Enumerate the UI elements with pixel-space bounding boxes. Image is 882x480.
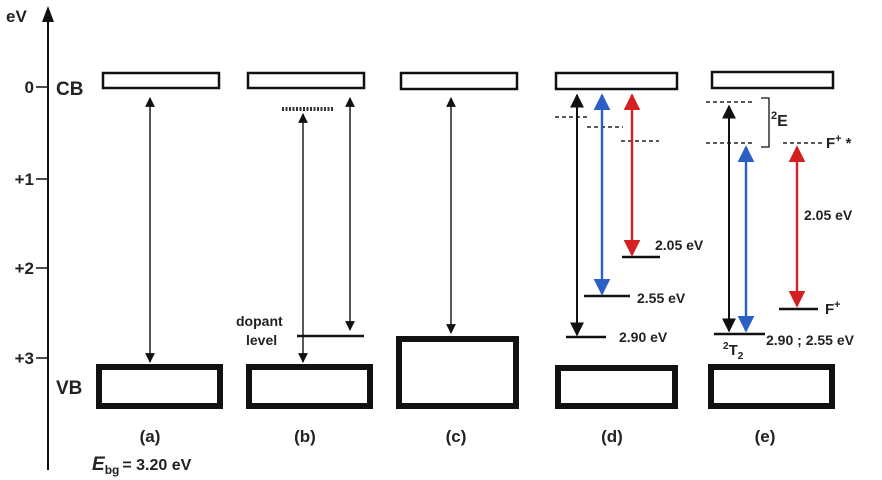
panel-e-red-label: 2.05 eV: [804, 207, 853, 223]
panel-d-label-205: 2.05 eV: [655, 237, 704, 253]
panel-a-label: (a): [140, 427, 161, 446]
tick-label-1: +1: [15, 170, 34, 189]
panel-b-valence-band: [246, 364, 373, 409]
panel-b-dopant-label-2: level: [246, 332, 277, 348]
panel-b-dopant-label-1: dopant: [236, 313, 283, 329]
panel-e-valence-band: [708, 364, 835, 409]
panel-e-2t2-label: 2T2: [723, 341, 744, 362]
vb-label: VB: [56, 378, 82, 399]
panel-e-f-plus-star-label: F+ *: [826, 133, 852, 152]
panel-e-f-plus-label: F+: [825, 299, 841, 318]
panel-d-valence-band: [555, 365, 678, 409]
panel-d-label-255: 2.55 eV: [637, 290, 686, 306]
energy-axis-arrowhead: [42, 6, 54, 22]
panel-d-label: (d): [601, 427, 623, 446]
tick-label-0: 0: [25, 78, 34, 97]
panel-e-2e-bracket: [761, 97, 770, 148]
tick-label-3: +3: [15, 349, 34, 368]
panel-e-conduction-band: [710, 70, 835, 90]
panel-a-valence-band: [96, 364, 223, 409]
axis-unit-label: eV: [6, 7, 27, 26]
panel-b-conduction-band: [246, 71, 366, 90]
panel-c-conduction-band: [399, 71, 519, 91]
panel-b-label: (b): [294, 427, 316, 446]
panel-c-label: (c): [446, 427, 467, 446]
panel-a-conduction-band: [101, 71, 221, 90]
panel-d-label-290: 2.90 eV: [619, 329, 668, 345]
panel-e-label: (e): [755, 427, 776, 446]
panel-c-valence-band: [396, 336, 519, 409]
panel-d-conduction-band: [554, 71, 679, 91]
tick-label-2: +2: [15, 259, 34, 278]
cb-label: CB: [56, 79, 83, 100]
panel-e-2e-label: 2E: [771, 110, 788, 130]
bandgap-label: Ebg = 3.20 eV: [92, 454, 192, 477]
panel-e-ground-values: 2.90 ; 2.55 eV: [766, 332, 855, 348]
